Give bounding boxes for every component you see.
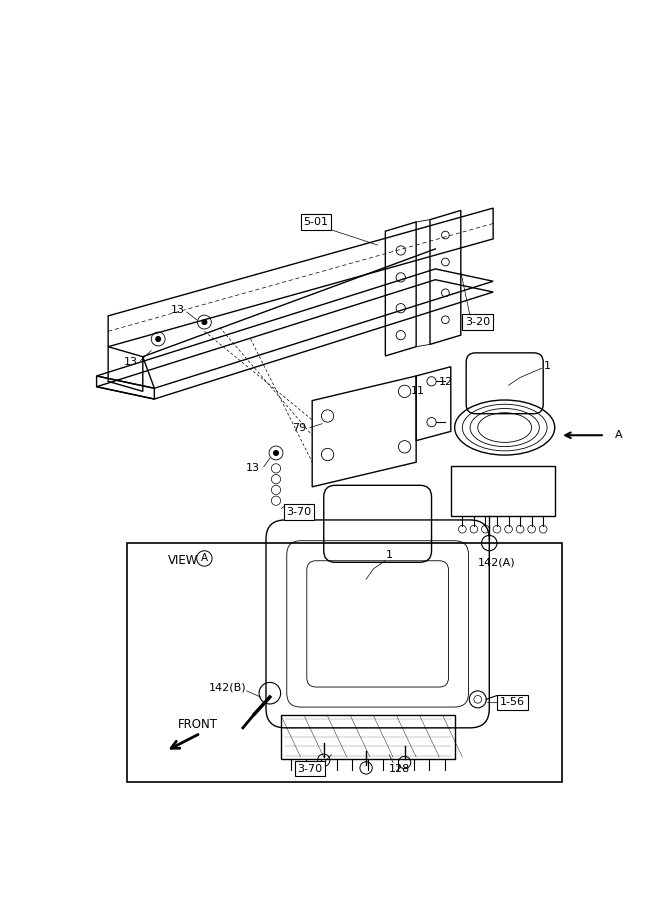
Text: 3-20: 3-20 — [465, 317, 490, 327]
Text: 142(A): 142(A) — [478, 557, 516, 567]
Circle shape — [202, 320, 207, 324]
Text: 1: 1 — [386, 550, 393, 560]
Text: 13: 13 — [124, 357, 138, 367]
Text: 5-01: 5-01 — [303, 217, 329, 227]
Text: 1-56: 1-56 — [500, 698, 525, 707]
Text: 79: 79 — [292, 423, 306, 433]
Circle shape — [273, 451, 278, 455]
Text: 13: 13 — [246, 464, 260, 473]
Text: 12: 12 — [438, 377, 452, 387]
Text: A: A — [615, 430, 622, 440]
Text: FRONT: FRONT — [177, 717, 217, 731]
Text: VIEW: VIEW — [168, 554, 199, 567]
Text: 1: 1 — [544, 361, 550, 371]
Text: A: A — [201, 554, 208, 563]
Text: 128: 128 — [389, 764, 410, 774]
Text: 3-70: 3-70 — [287, 508, 311, 518]
Text: 3-70: 3-70 — [297, 764, 322, 774]
Text: 142(B): 142(B) — [209, 682, 246, 692]
Text: 11: 11 — [411, 386, 425, 396]
Circle shape — [156, 337, 161, 341]
Text: 13: 13 — [171, 305, 185, 315]
